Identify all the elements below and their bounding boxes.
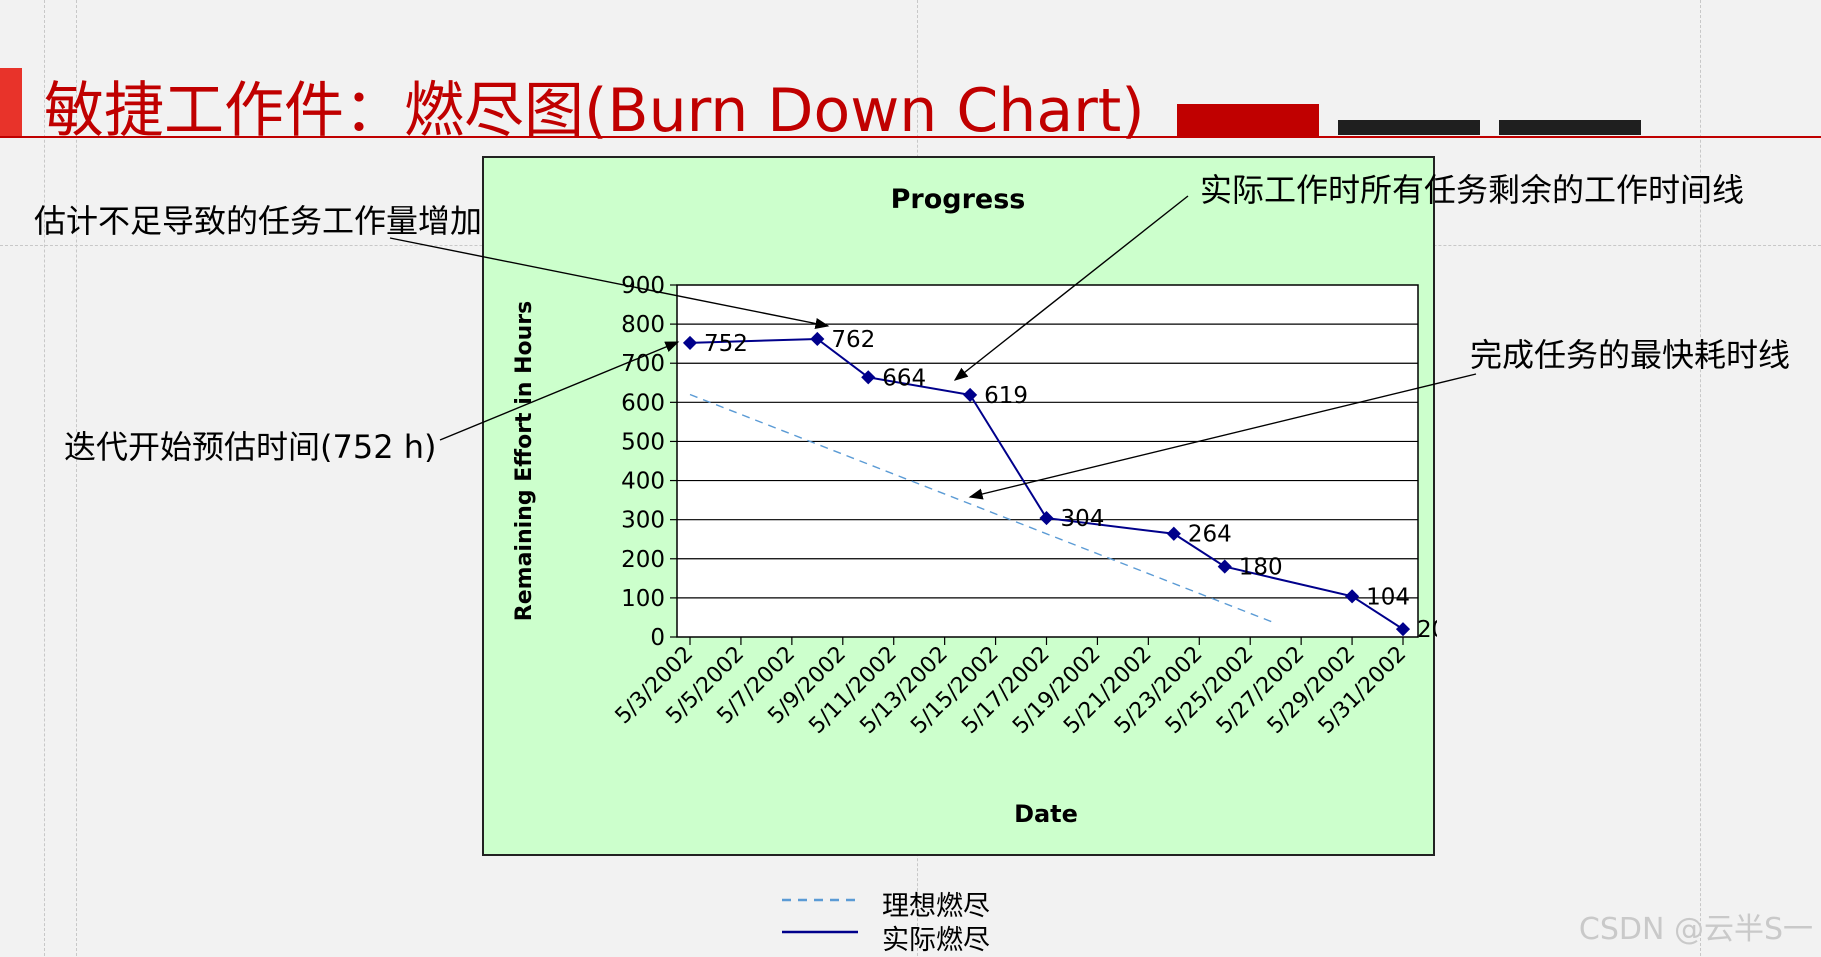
burndown-chart: Progress Date Remaining Effort in Hours … (512, 184, 1437, 828)
guide-line (44, 0, 45, 956)
title-marker (0, 68, 22, 136)
data-point (682, 335, 698, 350)
data-label: 664 (882, 365, 926, 391)
annotation-actual-line: 实际工作时所有任务剩余的工作时间线 (1200, 171, 1745, 209)
y-tick-label: 600 (621, 390, 665, 416)
data-label: 180 (1239, 555, 1283, 581)
y-tick-label: 400 (621, 469, 665, 495)
chart-title: Progress (891, 184, 1026, 215)
data-label: 752 (704, 331, 748, 357)
data-point (861, 370, 876, 385)
guide-line (1700, 0, 1701, 956)
data-label: 619 (984, 383, 1028, 409)
watermark: CSDN @云半S一 (1578, 912, 1813, 947)
y-axis-label: Remaining Effort in Hours (512, 301, 537, 621)
annotation-underestimate: 估计不足导致的任务工作量增加 (34, 202, 483, 240)
data-point (1166, 526, 1181, 541)
title-underline (0, 136, 1821, 138)
y-tick-label: 800 (621, 312, 665, 338)
y-tick-label: 0 (650, 625, 665, 651)
legend-item-actual: 实际燃尽 (780, 918, 1010, 956)
slide-title: 敏捷工作件：燃尽图(Burn Down Chart) (44, 76, 1145, 146)
y-tick-label: 700 (621, 351, 665, 377)
plot-area (676, 284, 1419, 638)
data-point (1345, 589, 1360, 604)
data-point (810, 331, 825, 347)
series-line-ideal (689, 393, 1276, 624)
y-tick-label: 100 (621, 586, 665, 612)
legend-label-actual: 实际燃尽 (882, 925, 990, 956)
accent-bar-dark (1499, 120, 1641, 135)
legend-label-ideal: 理想燃尽 (882, 891, 990, 922)
legend-item-ideal: 理想燃尽 (780, 884, 1010, 922)
chart-frame: Progress Date Remaining Effort in Hours … (482, 156, 1437, 856)
plot-layer: 01002003004005006007008009005/3/20025/5/… (611, 273, 1437, 739)
data-point (1217, 559, 1232, 574)
annotation-start-estimate: 迭代开始预估时间(752 h) (64, 428, 437, 466)
y-tick-label: 500 (621, 429, 665, 455)
y-tick-label: 300 (621, 508, 665, 534)
legend-swatch-actual (782, 930, 858, 934)
legend-swatch-ideal (782, 898, 858, 902)
data-label: 762 (831, 327, 875, 353)
data-label: 20 (1417, 617, 1437, 643)
data-label: 304 (1061, 506, 1105, 532)
y-tick-label: 900 (621, 273, 665, 299)
y-tick-label: 200 (621, 547, 665, 573)
data-point (1395, 622, 1411, 637)
data-label: 264 (1188, 522, 1232, 548)
guide-line (76, 0, 77, 956)
accent-bar-red (1177, 104, 1319, 136)
data-point (1039, 511, 1054, 526)
data-label: 104 (1366, 584, 1410, 610)
accent-bar-dark (1338, 120, 1480, 135)
x-axis-label: Date (1014, 800, 1078, 828)
annotation-ideal-line: 完成任务的最快耗时线 (1470, 336, 1791, 374)
